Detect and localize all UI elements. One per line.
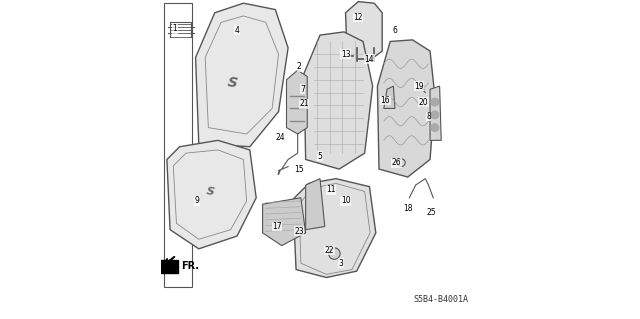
Polygon shape: [161, 260, 178, 273]
Text: 8: 8: [426, 112, 431, 121]
Text: 2: 2: [297, 63, 301, 71]
Text: 17: 17: [272, 222, 282, 231]
Polygon shape: [378, 40, 435, 177]
Text: S5B4-B4001A: S5B4-B4001A: [413, 295, 468, 304]
Text: 18: 18: [403, 204, 412, 213]
Polygon shape: [167, 140, 256, 249]
Circle shape: [431, 111, 438, 119]
Text: S: S: [226, 75, 239, 91]
Polygon shape: [384, 86, 395, 108]
Polygon shape: [293, 179, 376, 278]
Text: 11: 11: [326, 185, 336, 194]
Text: 6: 6: [392, 26, 397, 35]
Text: 13: 13: [340, 50, 350, 59]
Text: 24: 24: [275, 133, 285, 142]
Polygon shape: [287, 70, 307, 134]
Text: 22: 22: [325, 246, 334, 255]
Circle shape: [431, 124, 438, 131]
Text: 5: 5: [317, 152, 323, 161]
Text: 14: 14: [365, 55, 374, 63]
Polygon shape: [304, 32, 372, 169]
Text: 19: 19: [414, 82, 424, 91]
Text: 10: 10: [340, 197, 350, 205]
Text: 25: 25: [427, 208, 436, 217]
Text: S: S: [205, 186, 215, 197]
Polygon shape: [346, 2, 382, 61]
Text: 21: 21: [300, 99, 309, 108]
Text: 16: 16: [381, 96, 390, 105]
Polygon shape: [262, 198, 306, 246]
Text: 1: 1: [173, 24, 177, 33]
Text: 12: 12: [353, 13, 363, 22]
Circle shape: [431, 98, 438, 106]
Text: 9: 9: [195, 197, 200, 205]
Text: 15: 15: [294, 165, 304, 174]
Bar: [164, 3, 193, 287]
Polygon shape: [196, 3, 288, 147]
Text: 7: 7: [300, 85, 305, 94]
Text: 4: 4: [235, 26, 239, 35]
Text: 23: 23: [294, 227, 304, 236]
Circle shape: [328, 248, 340, 259]
Polygon shape: [430, 86, 441, 140]
Polygon shape: [306, 179, 324, 230]
Text: 26: 26: [392, 158, 401, 167]
Text: 3: 3: [339, 259, 343, 268]
Text: 20: 20: [419, 98, 429, 107]
Text: FR.: FR.: [181, 261, 199, 271]
